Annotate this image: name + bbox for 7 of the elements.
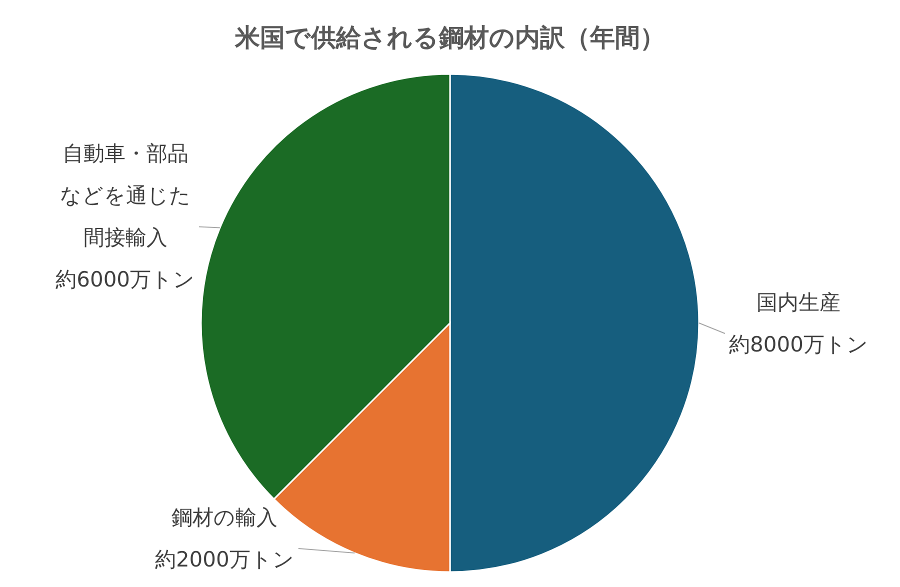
data-label: 約2000万トン [154, 547, 294, 572]
data-label: 約6000万トン [56, 268, 196, 292]
chart-title: 米国で供給される鋼材の内訳（年間） [234, 23, 665, 52]
slice-label: 自動車・部品などを通じた間接輸入 [60, 142, 191, 250]
slice-label: 国内生産 [756, 290, 841, 314]
data-label: 約8000万トン [729, 332, 868, 356]
slice-label: 鋼材の輸入 [172, 505, 278, 530]
